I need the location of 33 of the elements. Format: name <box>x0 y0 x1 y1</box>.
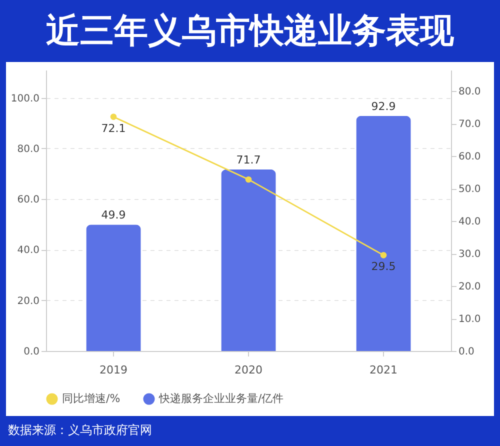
chart-title: 近三年义乌市快递业务表现 <box>45 10 455 53</box>
y-tick-label: 100.0 <box>10 93 40 104</box>
bar <box>221 169 276 351</box>
y2-tick-label: 20.0 <box>458 282 481 293</box>
source-note: 数据来源：义乌市政府官网 <box>7 422 153 439</box>
y-tick-label: 0.0 <box>24 346 40 358</box>
y2-tick-label: 70.0 <box>458 119 481 130</box>
bar <box>86 224 141 351</box>
y2-tick-label: 30.0 <box>458 249 481 260</box>
x-tick-label: 2019 <box>100 364 128 376</box>
y2-tick-label: 10.0 <box>458 314 481 326</box>
y-tick-label: 40.0 <box>17 245 40 256</box>
y2-tick-label: 50.0 <box>458 184 481 196</box>
x-tick-label: 2021 <box>370 364 398 376</box>
y2-tick-label: 80.0 <box>458 86 481 98</box>
y-tick-label: 80.0 <box>17 144 40 155</box>
y-tick-label: 60.0 <box>17 194 40 206</box>
point <box>245 176 252 183</box>
y2-tick-label: 0.0 <box>458 346 474 358</box>
data-label: 29.5 <box>371 260 396 274</box>
data-label: 72.1 <box>101 122 126 135</box>
point <box>110 114 117 120</box>
y-tick-label: 20.0 <box>17 296 40 307</box>
y2-tick-label: 40.0 <box>458 216 481 228</box>
x-tick-label: 2020 <box>234 364 262 376</box>
point <box>380 252 387 258</box>
data-label: 71.7 <box>236 153 261 166</box>
legend-label: 快递服务企业业务量/亿件 <box>158 392 284 405</box>
data-label: 49.9 <box>101 208 126 222</box>
data-label: 92.9 <box>371 100 396 113</box>
y2-tick-label: 60.0 <box>458 152 481 163</box>
legend-label: 同比增速/% <box>62 392 120 405</box>
bar <box>356 116 411 351</box>
